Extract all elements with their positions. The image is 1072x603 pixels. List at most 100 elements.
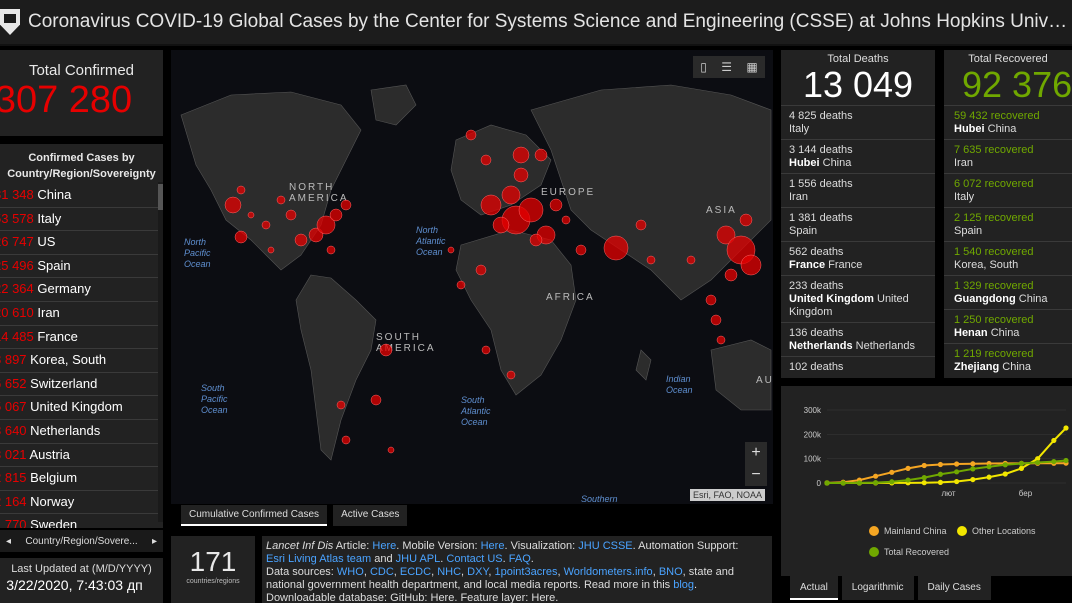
case-bubble[interactable]: [336, 400, 346, 410]
data-source-link[interactable]: DXY: [467, 566, 489, 578]
case-bubble[interactable]: [387, 446, 395, 454]
case-bubble[interactable]: [512, 146, 530, 164]
confirmed-list-item[interactable]: 22 364 Germany: [0, 278, 163, 302]
total-recovered-panel[interactable]: Total Recovered 92 376 59 432 recovered H…: [944, 50, 1072, 378]
jhu-csse-link[interactable]: JHU CSSE: [578, 540, 633, 552]
case-bubble[interactable]: [236, 185, 246, 195]
data-source-link[interactable]: ECDC: [399, 566, 432, 578]
recovered-list-item[interactable]: 1 219 recovered Zhejiang China: [944, 343, 1072, 377]
tab-cumulative-confirmed[interactable]: Cumulative Confirmed Cases: [181, 505, 328, 526]
pager-prev-icon[interactable]: ◂: [6, 535, 12, 547]
case-bubble[interactable]: [465, 129, 477, 141]
deaths-list-item[interactable]: 3 144 deaths Hubei China: [781, 139, 935, 173]
case-bubble[interactable]: [341, 435, 351, 445]
pager-next-icon[interactable]: ▸: [151, 535, 157, 547]
case-bubble[interactable]: [326, 245, 336, 255]
confirmed-list-item[interactable]: 14 485 France: [0, 326, 163, 350]
case-bubble[interactable]: [739, 213, 753, 227]
deaths-list-item[interactable]: 1 381 deaths Spain: [781, 207, 935, 241]
confirmed-list-item[interactable]: 81 348 China: [0, 184, 163, 208]
zoom-in-button[interactable]: +: [745, 442, 767, 464]
case-bubble[interactable]: [506, 370, 516, 380]
case-bubble[interactable]: [646, 255, 656, 265]
deaths-list-item[interactable]: 233 deaths United Kingdom United Kingdom: [781, 275, 935, 322]
confirmed-list-item[interactable]: 2 164 Norway: [0, 491, 163, 515]
case-bubble[interactable]: [686, 255, 696, 265]
case-bubble[interactable]: [276, 195, 286, 205]
deaths-list-item[interactable]: 4 825 deaths Italy: [781, 105, 935, 139]
recovered-list-item[interactable]: 59 432 recovered Hubei China: [944, 105, 1072, 139]
deaths-list-item[interactable]: 136 deaths Netherlands Netherlands: [781, 322, 935, 356]
confirmed-list-item[interactable]: 6 652 Switzerland: [0, 373, 163, 397]
case-bubble[interactable]: [501, 185, 521, 205]
case-bubble[interactable]: [234, 230, 248, 244]
recovered-list-item[interactable]: 7 635 recovered Iran: [944, 139, 1072, 173]
esri-living-atlas-link[interactable]: Esri Living Atlas team: [266, 553, 372, 565]
jhu-apl-link[interactable]: JHU APL: [395, 553, 441, 565]
case-bubble[interactable]: [529, 233, 543, 247]
deaths-list-item[interactable]: 562 deaths France France: [781, 241, 935, 275]
recovered-list-item[interactable]: 2 125 recovered Spain: [944, 207, 1072, 241]
data-source-link[interactable]: BNO: [658, 566, 683, 578]
confirmed-list-item[interactable]: 3 640 Netherlands: [0, 420, 163, 444]
data-source-link[interactable]: NHC: [437, 566, 462, 578]
tab-daily-cases[interactable]: Daily Cases: [917, 576, 991, 600]
data-source-link[interactable]: WHO: [336, 566, 364, 578]
bookmark-icon[interactable]: ▯: [700, 60, 707, 74]
case-bubble[interactable]: [635, 219, 647, 231]
recovered-list-item[interactable]: 1 250 recovered Henan China: [944, 309, 1072, 343]
case-bubble[interactable]: [456, 280, 466, 290]
data-source-link[interactable]: Worldometers.info: [563, 566, 653, 578]
list-icon[interactable]: ☰: [721, 60, 732, 74]
case-bubble[interactable]: [340, 199, 352, 211]
recovered-list-item[interactable]: 6 072 recovered Italy: [944, 173, 1072, 207]
confirmed-list-item[interactable]: 1 770 Sweden: [0, 514, 163, 528]
case-bubble[interactable]: [724, 268, 738, 282]
case-bubble[interactable]: [480, 154, 492, 166]
case-bubble[interactable]: [492, 216, 510, 234]
tab-logarithmic[interactable]: Logarithmic: [841, 576, 914, 600]
confirmed-list-scrollbar[interactable]: [158, 182, 163, 522]
case-bubble[interactable]: [261, 220, 271, 230]
case-bubble[interactable]: [740, 254, 762, 276]
recovered-list-item[interactable]: 1 329 recovered Guangdong China: [944, 275, 1072, 309]
confirmed-by-country-list[interactable]: Confirmed Cases by Country/Region/Sovere…: [0, 144, 163, 528]
confirmed-list-item[interactable]: 53 578 Italy: [0, 208, 163, 232]
confirmed-list-item[interactable]: 25 496 Spain: [0, 255, 163, 279]
blog-link[interactable]: blog: [673, 579, 695, 591]
case-bubble[interactable]: [549, 198, 563, 212]
case-bubble[interactable]: [710, 314, 722, 326]
data-source-link[interactable]: 1point3acres: [494, 566, 558, 578]
confirmed-list-item[interactable]: 2 815 Belgium: [0, 467, 163, 491]
contact-us-link[interactable]: Contact US: [446, 553, 503, 565]
case-bubble[interactable]: [561, 215, 571, 225]
case-bubble[interactable]: [603, 235, 629, 261]
tab-active-cases[interactable]: Active Cases: [333, 505, 408, 526]
case-bubble[interactable]: [294, 233, 308, 247]
confirmed-list-item[interactable]: 20 610 Iran: [0, 302, 163, 326]
case-bubble[interactable]: [480, 194, 502, 216]
deaths-list-item[interactable]: 102 deaths: [781, 356, 935, 378]
case-bubble[interactable]: [575, 244, 587, 256]
zoom-out-button[interactable]: −: [745, 464, 767, 486]
case-bubble[interactable]: [316, 215, 336, 235]
case-bubble[interactable]: [224, 196, 242, 214]
case-bubble[interactable]: [705, 294, 717, 306]
deaths-list-item[interactable]: 1 556 deaths Iran: [781, 173, 935, 207]
case-bubble[interactable]: [285, 209, 297, 221]
mobile-version-link[interactable]: Here: [480, 540, 505, 552]
scrollbar-thumb[interactable]: [158, 184, 163, 210]
case-bubble[interactable]: [370, 394, 382, 406]
case-bubble[interactable]: [534, 148, 548, 162]
case-bubble[interactable]: [481, 345, 491, 355]
confirmed-list-item[interactable]: 8 897 Korea, South: [0, 349, 163, 373]
faq-link[interactable]: FAQ: [508, 553, 531, 565]
case-bubble[interactable]: [475, 264, 487, 276]
tab-actual[interactable]: Actual: [790, 576, 838, 600]
confirmed-list-item[interactable]: 26 747 US: [0, 231, 163, 255]
case-bubble[interactable]: [247, 211, 255, 219]
world-map[interactable]: NORTH AMERICA EUROPE ASIA AFRICA SOUTH AMERICA…: [171, 50, 773, 504]
case-bubble[interactable]: [716, 225, 736, 245]
article-link[interactable]: Here: [372, 540, 397, 552]
total-deaths-panel[interactable]: Total Deaths 13 049 4 825 deaths Italy 3 …: [781, 50, 935, 378]
